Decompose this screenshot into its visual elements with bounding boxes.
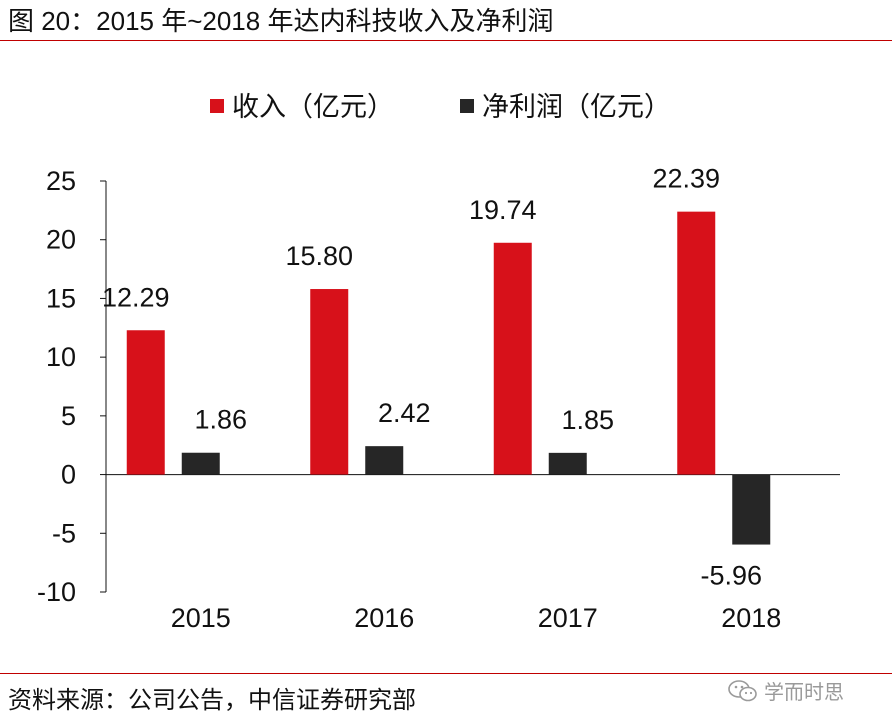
- revenue-data-label: 12.29: [102, 282, 170, 312]
- legend-label-revenue: 收入（亿元）: [232, 92, 394, 122]
- legend-label-net-profit: 净利润（亿元）: [482, 92, 671, 122]
- source-note: 资料来源：公司公告，中信证券研究部: [8, 687, 416, 714]
- y-tick-label: 0: [61, 460, 76, 490]
- watermark-text: 学而时思: [764, 682, 844, 704]
- revenue-data-label: 15.80: [285, 241, 353, 271]
- net-profit-bar: [548, 452, 587, 475]
- x-tick-label: 2016: [354, 603, 414, 633]
- y-tick-label: 15: [46, 283, 76, 313]
- y-tick-label: 5: [61, 401, 76, 431]
- legend: 收入（亿元） 净利润（亿元）: [210, 92, 671, 122]
- title-divider: [0, 40, 892, 41]
- watermark: 学而时思: [728, 676, 844, 705]
- y-tick-label: 25: [46, 166, 76, 196]
- y-tick-label: -5: [52, 518, 76, 548]
- revenue-bar: [493, 242, 532, 475]
- revenue-bar: [310, 289, 349, 475]
- net-profit-data-label: 1.86: [194, 405, 247, 435]
- x-tick-label: 2018: [721, 603, 781, 633]
- x-tick-label: 2017: [538, 603, 598, 633]
- y-tick-label: 10: [46, 342, 76, 372]
- footer-divider: [0, 673, 892, 674]
- net-profit-bar: [181, 452, 220, 475]
- net-profit-bar: [732, 474, 771, 545]
- legend-swatch-net-profit: [460, 99, 474, 113]
- chart-title: 图 20：2015 年~2018 年达内科技收入及净利润: [8, 6, 554, 36]
- revenue-bar: [677, 211, 716, 475]
- net-profit-data-label: -5.96: [700, 561, 762, 591]
- y-tick-label: -10: [37, 577, 76, 607]
- legend-swatch-revenue: [210, 99, 224, 113]
- revenue-data-label: 19.74: [469, 195, 537, 225]
- net-profit-data-label: 2.42: [378, 398, 431, 428]
- wechat-icon: [728, 679, 757, 701]
- net-profit-data-label: 1.85: [561, 405, 614, 435]
- net-profit-bar: [365, 446, 404, 475]
- revenue-data-label: 22.39: [652, 164, 720, 194]
- x-tick-label: 2015: [171, 603, 231, 633]
- y-tick-label: 20: [46, 225, 76, 255]
- revenue-bar: [126, 330, 165, 475]
- data-labels: 12.29 15.80 19.74 22.39 1.86 2.42 1.85 -5.96: [102, 164, 762, 591]
- bars: [126, 211, 771, 545]
